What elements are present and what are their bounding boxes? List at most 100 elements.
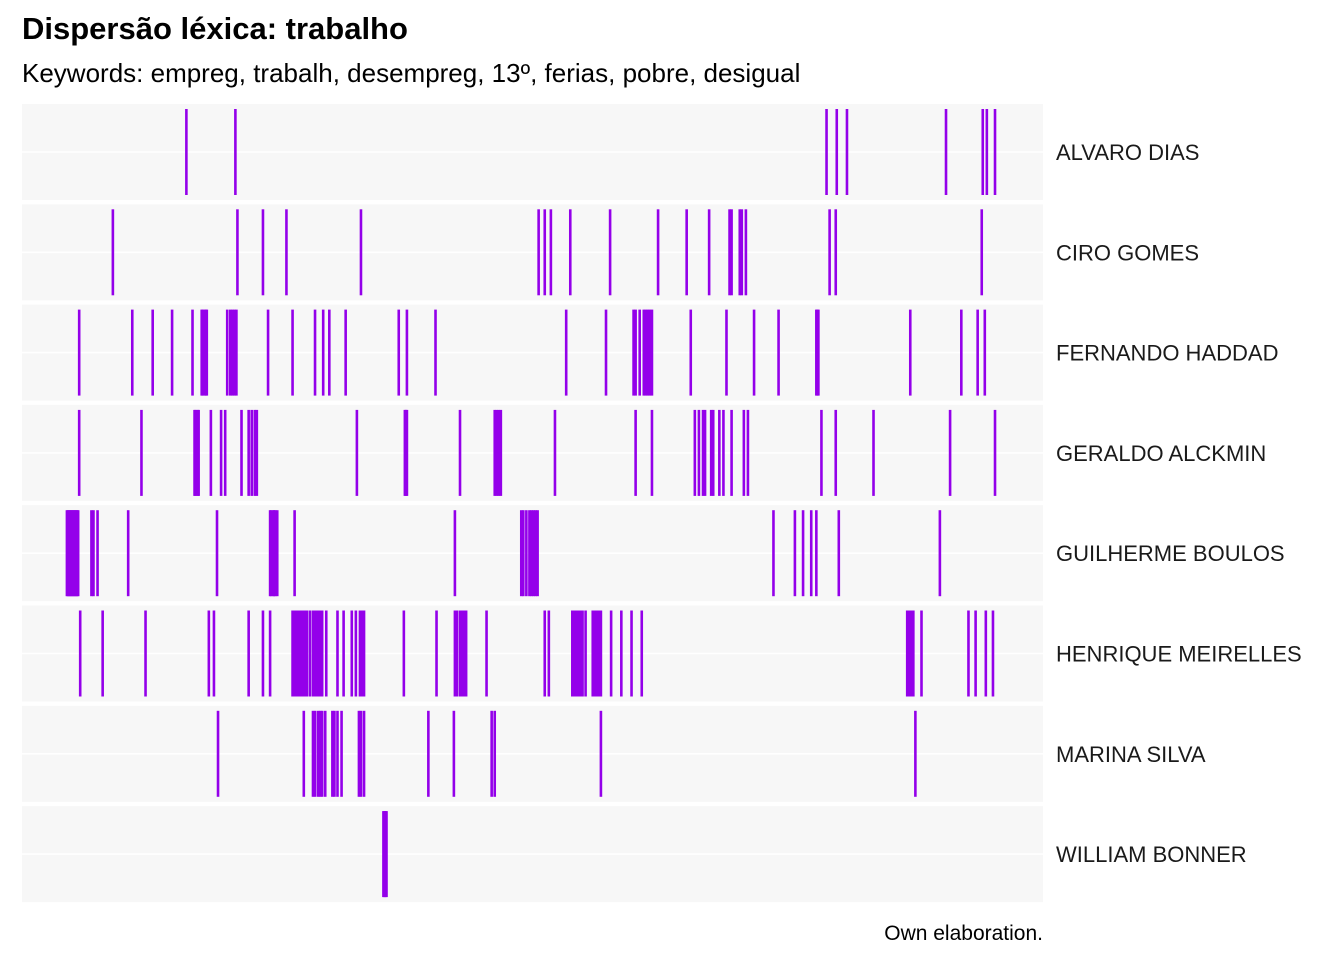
keyword-occurrence-bar xyxy=(397,309,401,396)
keyword-occurrence-bar xyxy=(744,209,748,296)
chart-subtitle: Keywords: empreg, trabalh, desempreg, 13… xyxy=(22,58,801,88)
keyword-occurrence-bar xyxy=(316,710,320,797)
keyword-occurrence-bar xyxy=(273,510,277,597)
keyword-occurrence-bar xyxy=(650,309,654,396)
keyword-occurrence-bar xyxy=(595,610,599,697)
keyword-occurrence-bar xyxy=(225,309,229,396)
keyword-occurrence-bar xyxy=(648,309,652,396)
facet-label: MARINA SILVA xyxy=(1056,742,1206,767)
keyword-occurrence-bar xyxy=(985,109,989,195)
keyword-occurrence-bar xyxy=(385,811,388,898)
keyword-occurrence-bar xyxy=(738,209,742,296)
keyword-occurrence-bar xyxy=(90,510,93,597)
keyword-occurrence-bar xyxy=(261,610,265,697)
keyword-occurrence-bar xyxy=(650,409,654,496)
facet-label: GUILHERME BOULOS xyxy=(1056,541,1285,566)
keyword-occurrence-bar xyxy=(644,309,648,396)
keyword-occurrence-bar xyxy=(801,510,805,597)
keyword-occurrence-bar xyxy=(593,610,597,697)
keyword-occurrence-bar xyxy=(78,610,82,697)
keyword-occurrence-bar xyxy=(185,109,188,195)
keyword-occurrence-bar xyxy=(693,409,697,496)
keyword-occurrence-bar xyxy=(293,610,296,697)
keyword-occurrence-bar xyxy=(201,309,205,396)
keyword-occurrence-bar xyxy=(223,409,227,496)
keyword-occurrence-bar xyxy=(730,409,733,496)
facet-label: HENRIQUE MEIRELLES xyxy=(1056,642,1302,667)
keyword-occurrence-bar xyxy=(455,610,459,697)
keyword-occurrence-bar xyxy=(321,309,325,396)
keyword-occurrence-bar xyxy=(591,610,595,697)
keyword-occurrence-bar xyxy=(402,610,406,697)
keyword-occurrence-bar xyxy=(92,510,95,597)
keyword-occurrence-bar xyxy=(984,610,988,697)
keyword-occurrence-bar xyxy=(907,610,911,697)
chart-title: Dispersão léxica: trabalho xyxy=(22,11,408,46)
keyword-occurrence-bar xyxy=(609,610,613,697)
keyword-occurrence-bar xyxy=(434,309,437,396)
keyword-occurrence-bar xyxy=(269,510,273,597)
keyword-occurrence-bar xyxy=(711,409,715,496)
keyword-occurrence-bar xyxy=(908,309,912,396)
keyword-occurrence-bar xyxy=(772,510,775,597)
keyword-occurrence-bar xyxy=(525,510,528,597)
keyword-occurrence-bar xyxy=(991,610,995,697)
keyword-occurrence-bar xyxy=(215,510,219,597)
keyword-occurrence-bar xyxy=(77,309,81,396)
keyword-occurrence-bar xyxy=(689,309,693,396)
keyword-occurrence-bar xyxy=(872,409,875,496)
keyword-occurrence-bar xyxy=(130,309,134,396)
keyword-occurrence-bar xyxy=(427,710,430,797)
keyword-occurrence-bar xyxy=(495,409,499,496)
keyword-occurrence-bar xyxy=(909,610,913,697)
keyword-occurrence-bar xyxy=(914,710,917,797)
keyword-occurrence-bar xyxy=(303,610,307,697)
keyword-occurrence-bar xyxy=(194,409,197,496)
keyword-occurrence-bar xyxy=(212,610,216,697)
keyword-occurrence-bar xyxy=(638,309,641,396)
keyword-occurrence-bar xyxy=(656,209,660,296)
keyword-occurrence-bar xyxy=(599,710,603,797)
keyword-occurrence-bar xyxy=(359,710,363,797)
keyword-occurrence-bar xyxy=(632,309,635,396)
keyword-occurrence-bar xyxy=(577,610,580,697)
keyword-occurrence-bar xyxy=(834,209,838,296)
keyword-occurrence-bar xyxy=(301,610,305,697)
keyword-occurrence-bar xyxy=(530,510,533,597)
keyword-occurrence-bar xyxy=(460,610,464,697)
keyword-occurrence-bar xyxy=(581,610,584,697)
keyword-occurrence-bar xyxy=(333,710,336,797)
keyword-occurrence-bar xyxy=(980,209,984,296)
keyword-occurrence-bar xyxy=(247,409,250,496)
keyword-occurrence-bar xyxy=(553,409,557,496)
keyword-occurrence-bar xyxy=(834,409,838,496)
keyword-occurrence-bar xyxy=(462,610,466,697)
keyword-occurrence-bar xyxy=(825,109,828,195)
keyword-occurrence-bar xyxy=(275,510,279,597)
keyword-occurrence-bar xyxy=(219,409,223,496)
keyword-occurrence-bar xyxy=(573,610,576,697)
keyword-occurrence-bar xyxy=(534,510,537,597)
keyword-occurrence-bar xyxy=(905,610,909,697)
keyword-occurrence-bar xyxy=(815,510,818,597)
keyword-occurrence-bar xyxy=(835,109,839,195)
keyword-occurrence-bar xyxy=(191,309,194,396)
keyword-occurrence-bar xyxy=(247,610,250,697)
keyword-occurrence-bar xyxy=(362,710,366,797)
keyword-occurrence-bar xyxy=(233,309,236,396)
keyword-occurrence-bar xyxy=(497,409,501,496)
keyword-occurrence-bar xyxy=(493,409,497,496)
keyword-occurrence-bar xyxy=(357,710,361,797)
keyword-occurrence-bar xyxy=(575,610,578,697)
keyword-occurrence-bar xyxy=(362,610,366,697)
keyword-occurrence-bar xyxy=(355,409,359,496)
keyword-occurrence-bar xyxy=(320,610,324,697)
keyword-occurrence-bar xyxy=(920,610,923,697)
keyword-occurrence-bar xyxy=(293,510,296,597)
keyword-occurrence-bar xyxy=(746,409,750,496)
keyword-occurrence-bar xyxy=(537,209,540,296)
keyword-occurrence-bar xyxy=(703,409,707,496)
keyword-occurrence-bar xyxy=(231,309,234,396)
keyword-occurrence-bar xyxy=(597,610,601,697)
